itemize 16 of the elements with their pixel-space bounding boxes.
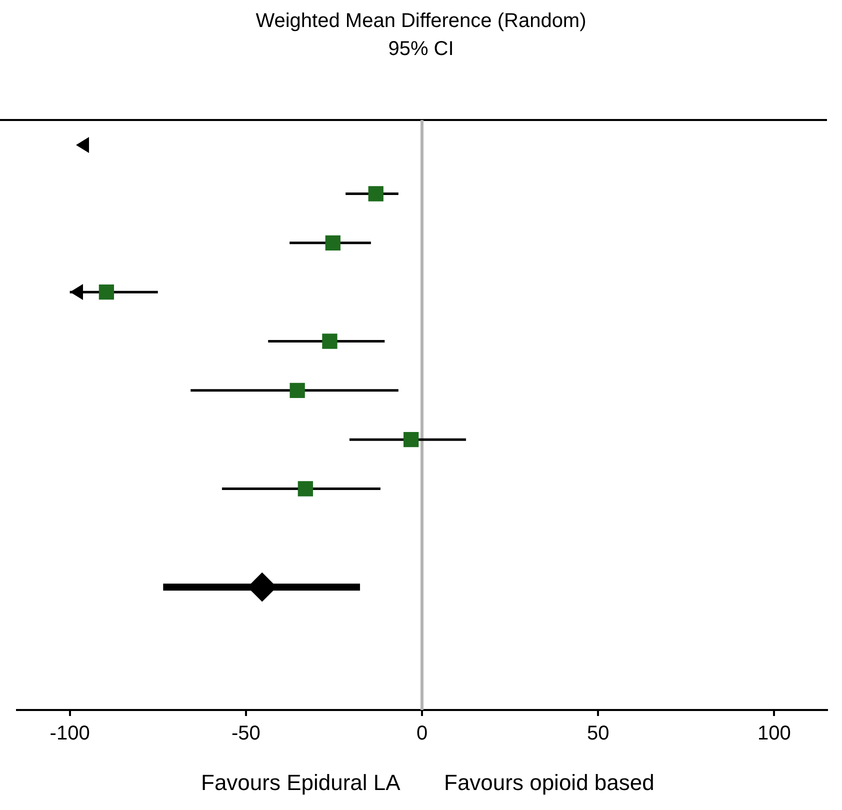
point — [290, 382, 305, 398]
point — [404, 432, 419, 448]
chart-subtitle: 95% CI — [387, 38, 455, 61]
point — [325, 235, 340, 250]
x-tick-label: 50 — [586, 722, 610, 745]
point — [368, 186, 384, 202]
text: Favours opioid based — [444, 770, 654, 796]
x-tick-label: 0 — [416, 722, 428, 745]
point — [98, 284, 114, 300]
x-tick-label: -100 — [50, 722, 90, 745]
chart-title: Weighted Mean Difference (Random) — [254, 10, 588, 33]
x-tick-label: -50 — [231, 722, 260, 745]
point — [322, 334, 338, 349]
x-tick-label: 100 — [757, 722, 791, 745]
text: Favours Epidural LA — [201, 770, 400, 796]
point — [298, 481, 313, 496]
